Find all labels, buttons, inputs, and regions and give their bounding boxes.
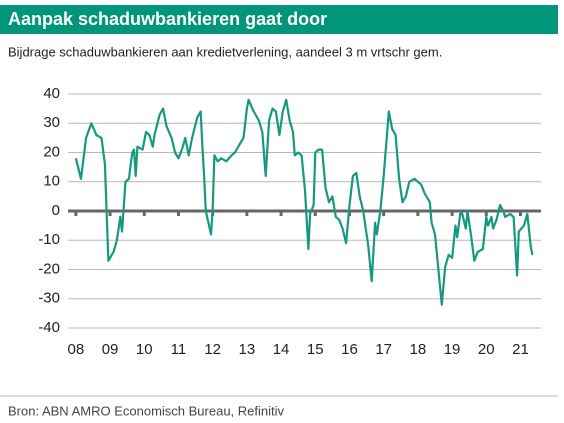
y-tick-label: -20 [38, 260, 60, 277]
x-tick-label: 13 [239, 341, 256, 358]
source: Bron: ABN AMRO Economisch Bureau, Refini… [8, 403, 285, 418]
x-tick-label: 10 [136, 341, 153, 358]
y-tick-label: -10 [38, 231, 60, 248]
data-line [74, 98, 534, 306]
y-tick-label: 0 [52, 202, 60, 219]
x-tick-label: 15 [307, 341, 324, 358]
y-tick-label: -40 [38, 319, 60, 336]
x-tick-label: 21 [512, 341, 529, 358]
x-tick-label: 09 [102, 341, 119, 358]
chart-title: Aanpak schaduwbankieren gaat door [8, 9, 327, 29]
y-tick-label: 40 [43, 85, 60, 102]
y-tick-label: -30 [38, 290, 60, 307]
x-tick-label: 20 [478, 341, 495, 358]
x-tick-label: 08 [68, 341, 85, 358]
y-tick-label: 10 [43, 173, 60, 190]
x-tick-label: 19 [444, 341, 461, 358]
chart-subtitle: Bijdrage schaduwbankieren aan kredietver… [8, 44, 442, 59]
x-tick-label: 16 [341, 341, 358, 358]
y-tick-label: 20 [43, 143, 60, 160]
y-tick-label: 30 [43, 114, 60, 131]
x-tick-label: 17 [375, 341, 392, 358]
title-bar [0, 5, 558, 34]
x-tick-label: 14 [273, 341, 290, 358]
x-tick-label: 18 [410, 341, 427, 358]
x-tick-label: 11 [171, 341, 187, 358]
x-tick-label: 12 [204, 341, 221, 358]
